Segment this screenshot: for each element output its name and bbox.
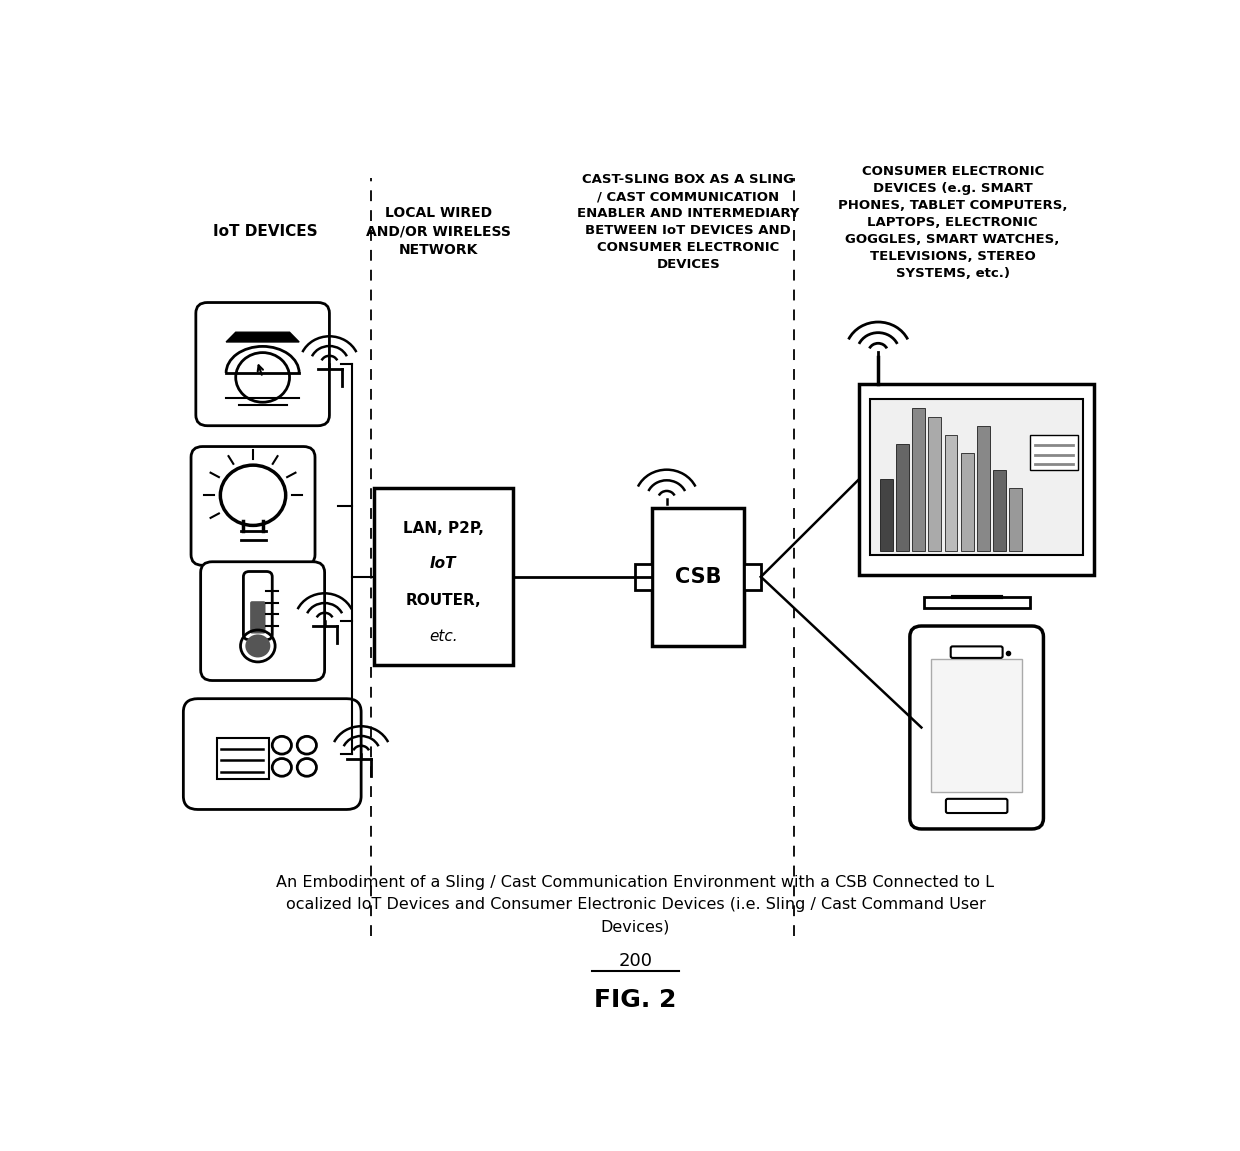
Bar [993,471,1006,550]
Text: FIG. 2: FIG. 2 [594,988,677,1012]
Bar [913,407,925,550]
Bar [744,564,761,590]
FancyBboxPatch shape [951,647,1003,658]
Bar [859,384,1095,574]
Bar [924,596,1029,608]
Bar [652,508,744,646]
FancyBboxPatch shape [910,626,1043,829]
Text: CSB: CSB [675,566,722,587]
Text: An Embodiment of a Sling / Cast Communication Environment with a CSB Connected t: An Embodiment of a Sling / Cast Communic… [277,875,994,935]
Bar [1030,435,1078,471]
Bar [961,452,973,550]
Bar [945,435,957,550]
Polygon shape [226,333,299,342]
FancyBboxPatch shape [946,799,1007,813]
FancyBboxPatch shape [191,447,315,565]
Bar [870,399,1083,555]
Polygon shape [226,342,299,399]
Bar [977,426,990,550]
FancyBboxPatch shape [184,699,361,809]
Bar [635,564,652,590]
Text: CONSUMER ELECTRONIC
DEVICES (e.g. SMART
PHONES, TABLET COMPUTERS,
LAPTOPS, ELECT: CONSUMER ELECTRONIC DEVICES (e.g. SMART … [838,165,1068,280]
Bar [373,488,513,665]
Bar [1009,488,1022,550]
Bar [880,479,893,550]
Text: IoT: IoT [430,556,456,571]
Bar [217,738,269,779]
Text: CAST-SLING BOX AS A SLING
/ CAST COMMUNICATION
ENABLER AND INTERMEDIARY
BETWEEN : CAST-SLING BOX AS A SLING / CAST COMMUNI… [577,174,800,272]
Text: IoT DEVICES: IoT DEVICES [213,223,317,238]
FancyBboxPatch shape [250,601,265,633]
Bar [931,658,1022,792]
FancyBboxPatch shape [243,572,273,640]
Text: etc.: etc. [429,628,458,643]
Bar [929,417,941,550]
Bar [897,443,909,550]
FancyBboxPatch shape [201,562,325,680]
Circle shape [246,634,270,657]
Text: LAN, P2P,: LAN, P2P, [403,520,484,535]
Text: LOCAL WIRED
AND/OR WIRELESS
NETWORK: LOCAL WIRED AND/OR WIRELESS NETWORK [366,206,511,257]
Text: 200: 200 [619,952,652,969]
FancyBboxPatch shape [196,303,330,426]
Text: ROUTER,: ROUTER, [405,593,481,608]
